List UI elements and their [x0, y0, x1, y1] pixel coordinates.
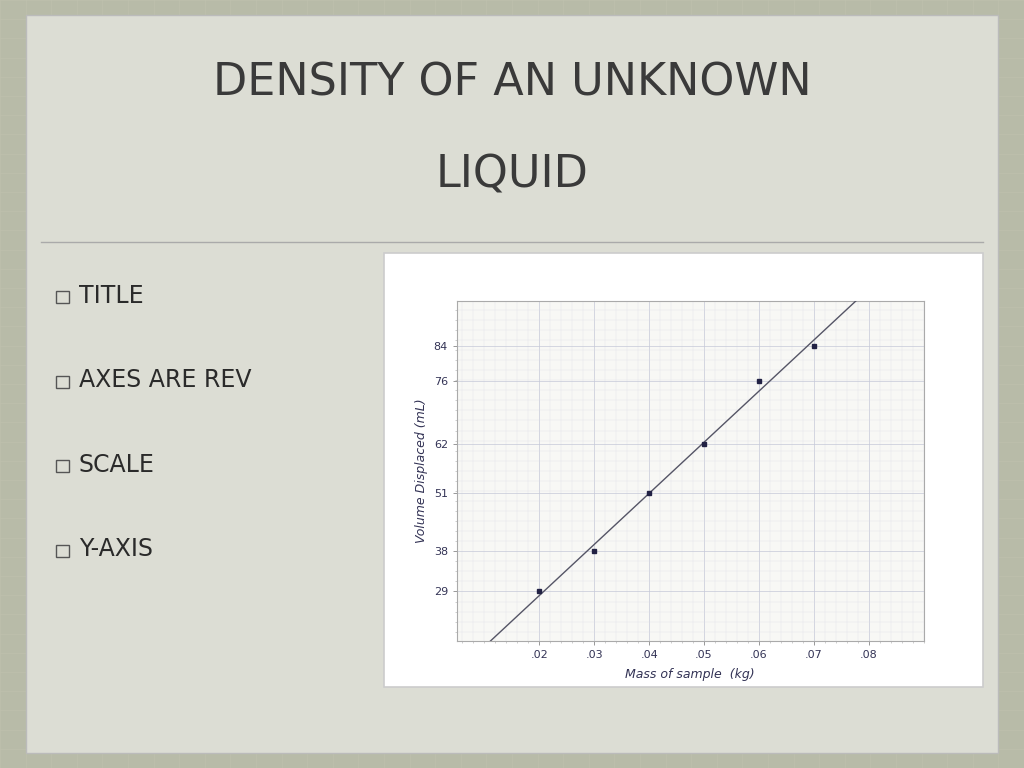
Bar: [384, 253, 983, 687]
Bar: [56, 291, 69, 303]
Bar: [56, 460, 69, 472]
X-axis label: Mass of sample  (kg): Mass of sample (kg): [626, 668, 755, 681]
Bar: [56, 545, 69, 557]
Text: Y-AXIS: Y-AXIS: [79, 537, 153, 561]
Text: DENSITY OF AN UNKNOWN: DENSITY OF AN UNKNOWN: [213, 61, 811, 104]
Bar: [56, 376, 69, 388]
Y-axis label: Volume Displaced (mL): Volume Displaced (mL): [415, 399, 428, 543]
Text: SCALE: SCALE: [79, 452, 155, 477]
Text: TITLE: TITLE: [79, 283, 143, 308]
Text: AXES ARE REV: AXES ARE REV: [79, 368, 251, 392]
Text: LIQUID: LIQUID: [435, 154, 589, 197]
